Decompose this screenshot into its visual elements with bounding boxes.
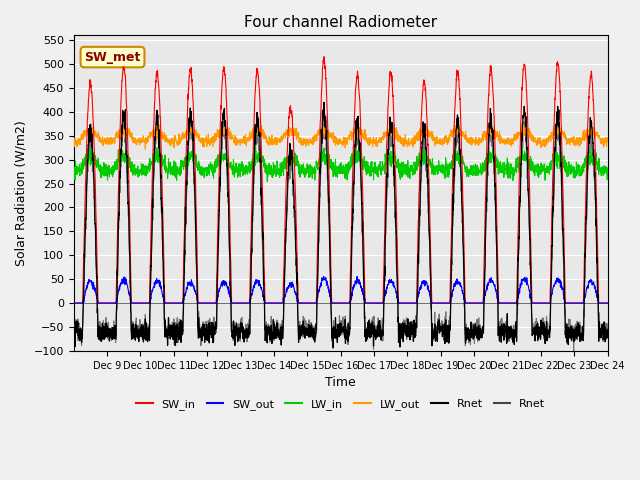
- Legend: SW_in, SW_out, LW_in, LW_out, Rnet, Rnet: SW_in, SW_out, LW_in, LW_out, Rnet, Rnet: [132, 395, 550, 415]
- X-axis label: Time: Time: [325, 376, 356, 389]
- Title: Four channel Radiometer: Four channel Radiometer: [244, 15, 437, 30]
- Y-axis label: Solar Radiation (W/m2): Solar Radiation (W/m2): [15, 120, 28, 266]
- Text: SW_met: SW_met: [84, 50, 141, 63]
